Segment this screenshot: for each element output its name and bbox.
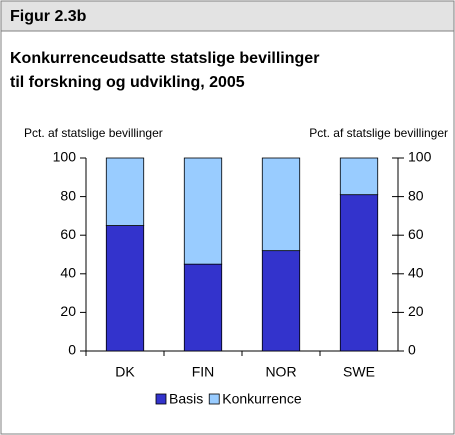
y2-tick-label: 80	[408, 187, 424, 203]
y2-tick-label: 40	[408, 265, 424, 281]
bar-segment	[261, 157, 301, 252]
bar-segment	[105, 157, 145, 226]
x-tick-label: SWE	[343, 364, 375, 380]
y2-tick-label: 20	[408, 303, 424, 319]
x-tick-label: FIN	[192, 364, 215, 380]
y-tick-label: 60	[60, 226, 76, 242]
bar-segment	[105, 225, 145, 352]
x-tick-label: DK	[115, 364, 135, 380]
header-band	[0, 0, 455, 32]
y2-axis-label: Pct. af statslige bevillinger	[309, 126, 448, 140]
chart-title-line2: til forskning og udvikling, 2005	[10, 74, 245, 91]
legend-label: Konkurrence	[222, 391, 302, 407]
y2-tick-label: 60	[408, 226, 424, 242]
legend-label: Basis	[169, 391, 203, 407]
x-tick-label: NOR	[265, 364, 296, 380]
y-axis-label: Pct. af statslige bevillinger	[24, 126, 163, 140]
figure-label: Figur 2.3b	[10, 8, 87, 25]
legend-swatch	[155, 393, 167, 405]
bar-segment	[183, 263, 223, 352]
y2-tick-label: 100	[408, 149, 432, 165]
bar-segment	[261, 250, 301, 352]
y-tick-label: 0	[68, 342, 76, 358]
chart-title: Konkurrenceudsatte statslige bevillinger	[10, 50, 319, 67]
y-tick-label: 100	[53, 149, 77, 165]
y2-tick-label: 0	[408, 342, 416, 358]
y-tick-label: 40	[60, 265, 76, 281]
y-tick-label: 20	[60, 303, 76, 319]
bar-segment	[183, 157, 223, 265]
y-tick-label: 80	[60, 187, 76, 203]
bar-segment	[339, 194, 379, 352]
bar-segment	[339, 157, 379, 196]
legend-swatch	[208, 393, 220, 405]
